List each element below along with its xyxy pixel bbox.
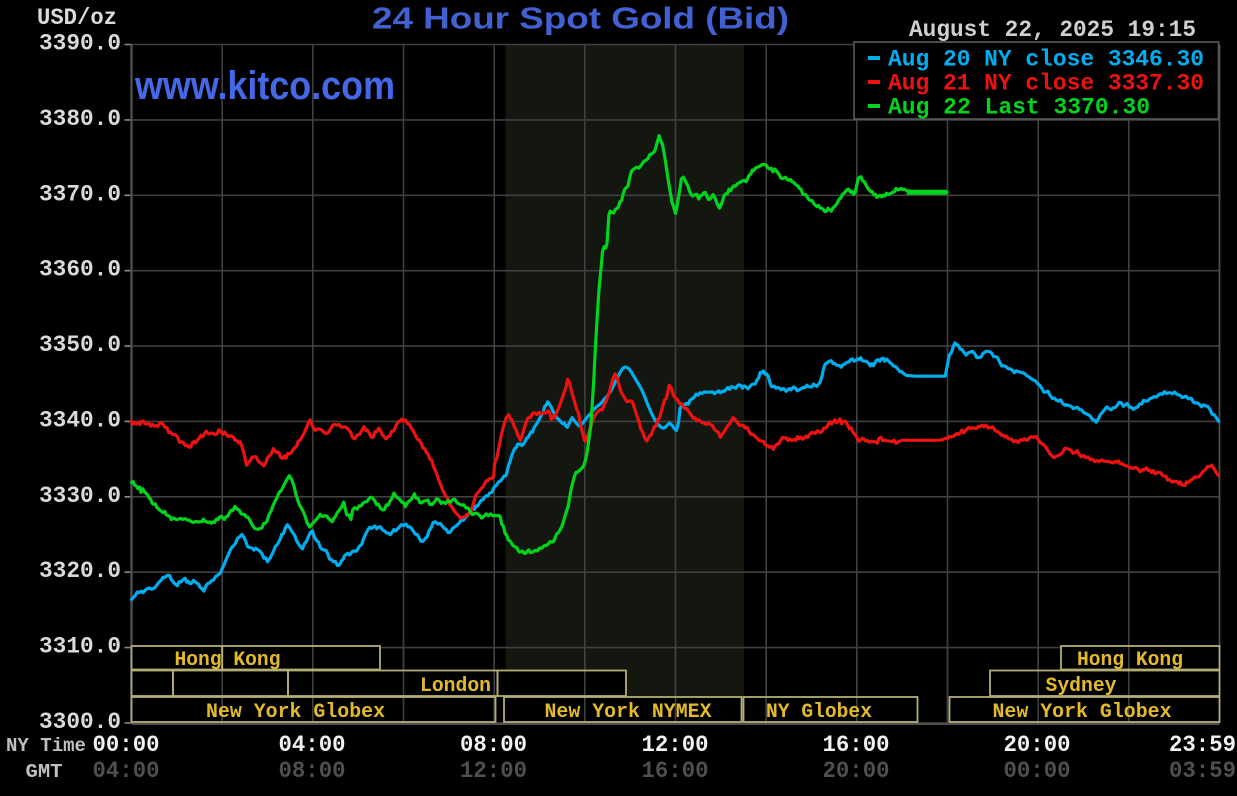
svg-text:3350.0: 3350.0: [39, 332, 121, 358]
svg-text:24 Hour Spot Gold (Bid): 24 Hour Spot Gold (Bid): [372, 1, 789, 36]
svg-text:GMT: GMT: [26, 761, 63, 783]
svg-text:Aug 22 Last 3370.30: Aug 22 Last 3370.30: [888, 95, 1150, 121]
svg-text:20:00: 20:00: [1004, 732, 1071, 758]
svg-text:3390.0: 3390.0: [39, 31, 121, 57]
svg-text:New York Globex: New York Globex: [993, 701, 1172, 724]
svg-text:3380.0: 3380.0: [39, 106, 121, 132]
svg-text:03:59: 03:59: [1169, 758, 1236, 784]
svg-text:Aug 21 NY close 3337.30: Aug 21 NY close 3337.30: [888, 71, 1204, 97]
svg-text:August 22, 2025 19:15: August 22, 2025 19:15: [909, 17, 1196, 43]
svg-text:04:00: 04:00: [93, 758, 160, 784]
svg-text:3330.0: 3330.0: [39, 483, 121, 509]
svg-text:Hong Kong: Hong Kong: [175, 649, 281, 672]
svg-text:12:00: 12:00: [460, 758, 527, 784]
svg-text:00:00: 00:00: [93, 732, 160, 758]
svg-text:London: London: [420, 675, 491, 698]
svg-text:16:00: 16:00: [823, 732, 890, 758]
svg-text:NY Globex: NY Globex: [766, 701, 872, 724]
svg-text:Sydney: Sydney: [1046, 675, 1117, 698]
svg-text:3370.0: 3370.0: [39, 181, 121, 207]
svg-text:3360.0: 3360.0: [39, 257, 121, 283]
svg-text:12:00: 12:00: [642, 732, 709, 758]
svg-text:16:00: 16:00: [642, 758, 709, 784]
svg-text:3320.0: 3320.0: [39, 558, 121, 584]
svg-text:www.kitco.com: www.kitco.com: [134, 64, 395, 108]
svg-text:04:00: 04:00: [279, 732, 346, 758]
svg-text:Hong Kong: Hong Kong: [1077, 649, 1183, 672]
svg-text:Aug 20 NY close 3346.30: Aug 20 NY close 3346.30: [888, 47, 1204, 73]
svg-text:USD/oz: USD/oz: [37, 5, 117, 31]
svg-text:20:00: 20:00: [823, 758, 890, 784]
svg-text:3310.0: 3310.0: [39, 634, 121, 660]
svg-text:00:00: 00:00: [1004, 758, 1071, 784]
svg-text:3300.0: 3300.0: [39, 709, 121, 735]
svg-text:08:00: 08:00: [279, 758, 346, 784]
svg-text:3340.0: 3340.0: [39, 407, 121, 433]
svg-text:New York Globex: New York Globex: [206, 701, 385, 724]
svg-text:NY Time: NY Time: [6, 735, 86, 757]
svg-text:23:59: 23:59: [1169, 732, 1236, 758]
svg-text:08:00: 08:00: [460, 732, 527, 758]
svg-text:New York NYMEX: New York NYMEX: [545, 701, 712, 724]
